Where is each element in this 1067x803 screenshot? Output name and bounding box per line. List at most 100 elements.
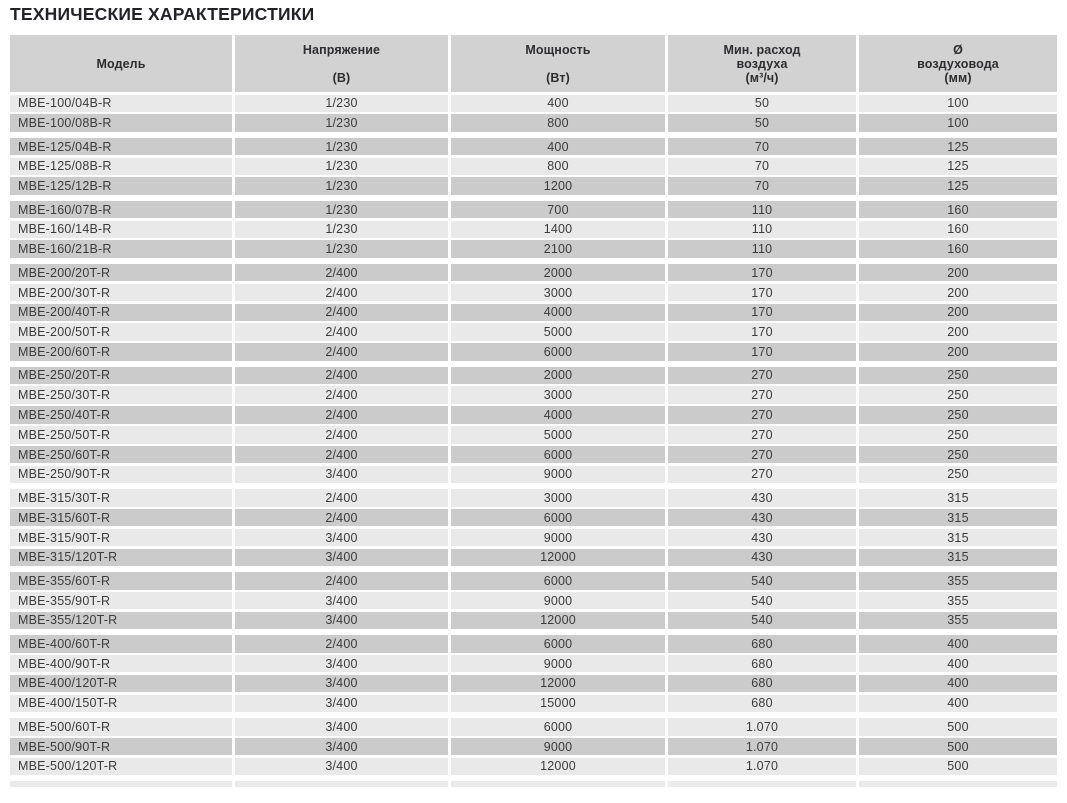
cell-power: 1200 xyxy=(451,177,665,195)
cell-airflow: 70 xyxy=(668,137,856,156)
cell-airflow: 270 xyxy=(668,426,856,444)
table-row: MBE-160/07B-R 1/230 700 110 160 xyxy=(10,200,1057,219)
column-header-line: Напряжение xyxy=(302,42,381,57)
cell-voltage: 2/400 xyxy=(235,323,448,341)
table-row: MBE-250/20T-R 2/400 2000 270 250 xyxy=(10,366,1057,385)
cell-voltage: 3/400 xyxy=(235,654,448,673)
cell-model: MBE-500/90T-R xyxy=(10,737,232,756)
table-row: MBE-315/30T-R 2/400 3000 430 315 xyxy=(10,489,1057,507)
cell-airflow: 110 xyxy=(668,220,856,239)
bottom-strip-cell xyxy=(10,781,232,788)
cell-model: MBE-100/08B-R xyxy=(10,114,232,132)
cell-model: MBE-125/08B-R xyxy=(10,157,232,176)
cell-airflow: 680 xyxy=(668,635,856,653)
cell-airflow: 270 xyxy=(668,386,856,404)
cell-diameter: 200 xyxy=(859,263,1057,282)
spec-table: Модель Напряжение (В) Мощность (Вт) Мин. расх… xyxy=(10,35,1057,788)
table-row: MBE-250/30T-R 2/400 3000 270 250 xyxy=(10,386,1057,404)
cell-airflow: 430 xyxy=(668,508,856,527)
cell-power: 1400 xyxy=(451,220,665,239)
model-group-MBE-500: MBE-500/60T-R 3/400 6000 1.070 500 MBE-500/90… xyxy=(10,718,1057,776)
cell-model: MBE-250/90T-R xyxy=(10,465,232,484)
cell-model: MBE-100/04B-R xyxy=(10,94,232,112)
cell-airflow: 110 xyxy=(668,240,856,258)
cell-power: 12000 xyxy=(451,674,665,693)
cell-airflow: 50 xyxy=(668,114,856,132)
cell-airflow: 1.070 xyxy=(668,718,856,736)
cell-voltage: 2/400 xyxy=(235,303,448,322)
cell-airflow: 680 xyxy=(668,694,856,713)
table-bottom-strip xyxy=(10,781,1057,788)
table-row: MBE-200/60T-R 2/400 6000 170 200 xyxy=(10,343,1057,361)
cell-voltage: 2/400 xyxy=(235,635,448,653)
cell-diameter: 500 xyxy=(859,737,1057,756)
table-row: MBE-125/12B-R 1/230 1200 70 125 xyxy=(10,177,1057,195)
cell-power: 3000 xyxy=(451,386,665,404)
cell-voltage: 1/230 xyxy=(235,94,448,112)
cell-power: 9000 xyxy=(451,528,665,547)
cell-diameter: 250 xyxy=(859,465,1057,484)
cell-airflow: 270 xyxy=(668,445,856,464)
cell-power: 12000 xyxy=(451,548,665,567)
table-row: MBE-355/60T-R 2/400 6000 540 355 xyxy=(10,572,1057,590)
table-row: MBE-100/04B-R 1/230 400 50 100 xyxy=(10,94,1057,112)
column-header-line: (мм) xyxy=(944,70,972,85)
cell-power: 2000 xyxy=(451,263,665,282)
cell-airflow: 1.070 xyxy=(668,757,856,776)
cell-airflow: 270 xyxy=(668,465,856,484)
cell-airflow: 170 xyxy=(668,343,856,361)
cell-airflow: 170 xyxy=(668,303,856,322)
cell-airflow: 680 xyxy=(668,654,856,673)
cell-voltage: 2/400 xyxy=(235,366,448,385)
bottom-strip-cell xyxy=(668,781,856,788)
cell-diameter: 315 xyxy=(859,548,1057,567)
cell-diameter: 315 xyxy=(859,489,1057,507)
cell-power: 6000 xyxy=(451,572,665,590)
cell-model: MBE-200/50T-R xyxy=(10,323,232,341)
table-row: MBE-400/120T-R 3/400 12000 680 400 xyxy=(10,674,1057,693)
column-header-model: Модель xyxy=(10,35,232,92)
cell-model: MBE-250/40T-R xyxy=(10,406,232,424)
cell-diameter: 400 xyxy=(859,674,1057,693)
cell-model: MBE-400/60T-R xyxy=(10,635,232,653)
cell-airflow: 1.070 xyxy=(668,737,856,756)
cell-diameter: 160 xyxy=(859,220,1057,239)
cell-voltage: 2/400 xyxy=(235,489,448,507)
cell-diameter: 125 xyxy=(859,137,1057,156)
cell-voltage: 1/230 xyxy=(235,240,448,258)
cell-airflow: 50 xyxy=(668,94,856,112)
cell-voltage: 2/400 xyxy=(235,386,448,404)
model-group-MBE-125: MBE-125/04B-R 1/230 400 70 125 MBE-125/08B-R 1… xyxy=(10,137,1057,195)
model-group-MBE-100: MBE-100/04B-R 1/230 400 50 100 MBE-100/08B-R 1… xyxy=(10,94,1057,132)
cell-model: MBE-125/04B-R xyxy=(10,137,232,156)
column-header-line: воздуха xyxy=(736,56,788,71)
column-header-airflow: Мин. расход воздуха (м³/ч) xyxy=(668,35,856,92)
column-header-line: Ø xyxy=(953,42,963,57)
cell-diameter: 200 xyxy=(859,323,1057,341)
model-group-MBE-200: MBE-200/20T-R 2/400 2000 170 200 MBE-200/30T-… xyxy=(10,263,1057,361)
model-group-MBE-400: MBE-400/60T-R 2/400 6000 680 400 MBE-400/90T-… xyxy=(10,635,1057,713)
table-row: MBE-355/90T-R 3/400 9000 540 355 xyxy=(10,591,1057,610)
cell-voltage: 2/400 xyxy=(235,263,448,282)
cell-voltage: 1/230 xyxy=(235,200,448,219)
cell-power: 5000 xyxy=(451,426,665,444)
table-row: MBE-200/30T-R 2/400 3000 170 200 xyxy=(10,283,1057,302)
cell-airflow: 430 xyxy=(668,528,856,547)
cell-airflow: 110 xyxy=(668,200,856,219)
cell-diameter: 250 xyxy=(859,366,1057,385)
table-row: MBE-315/60T-R 2/400 6000 430 315 xyxy=(10,508,1057,527)
cell-airflow: 540 xyxy=(668,591,856,610)
cell-model: MBE-500/60T-R xyxy=(10,718,232,736)
cell-model: MBE-125/12B-R xyxy=(10,177,232,195)
cell-airflow: 540 xyxy=(668,572,856,590)
column-header-line: (Вт) xyxy=(546,70,570,85)
cell-diameter: 125 xyxy=(859,157,1057,176)
table-row: MBE-355/120T-R 3/400 12000 540 355 xyxy=(10,611,1057,630)
cell-voltage: 3/400 xyxy=(235,465,448,484)
cell-voltage: 1/230 xyxy=(235,114,448,132)
cell-power: 6000 xyxy=(451,445,665,464)
model-group-MBE-250: MBE-250/20T-R 2/400 2000 270 250 MBE-250/30T-… xyxy=(10,366,1057,484)
cell-diameter: 315 xyxy=(859,528,1057,547)
table-row: MBE-250/60T-R 2/400 6000 270 250 xyxy=(10,445,1057,464)
